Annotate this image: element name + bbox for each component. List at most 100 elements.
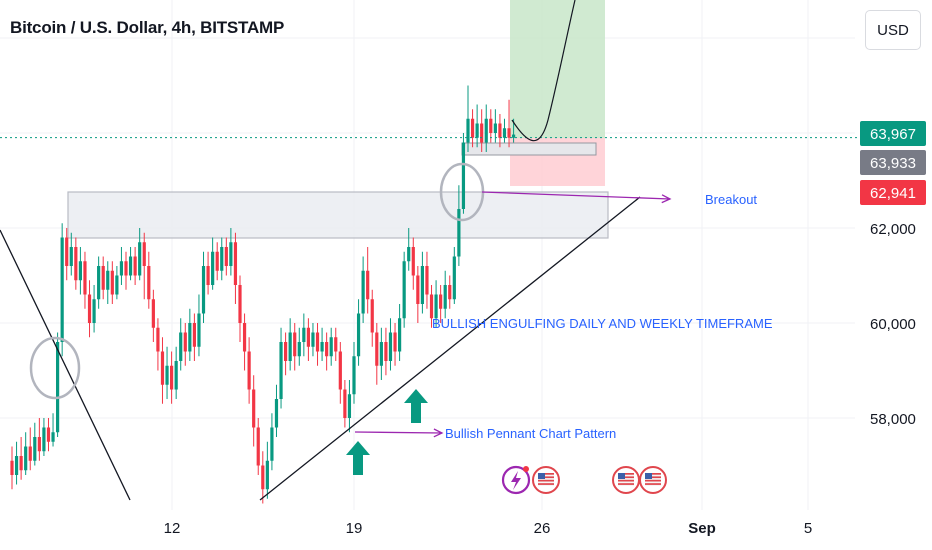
candle-body	[393, 332, 397, 352]
candle-body	[115, 275, 119, 295]
price-label-text: 63,967	[870, 126, 916, 143]
us-flag-icon-stripe	[645, 483, 661, 485]
us-flag-icon-stripe	[538, 479, 554, 482]
candle-body	[101, 266, 105, 290]
candle-body	[407, 247, 411, 262]
us-flag-icon-stripe	[618, 479, 634, 482]
candle-body	[512, 134, 516, 138]
breakout-arrow	[481, 191, 671, 200]
us-flag-icon-stripe	[538, 476, 554, 479]
currency-button[interactable]: USD	[865, 10, 921, 50]
descending-trendline	[0, 229, 131, 501]
candle-body	[19, 456, 23, 471]
candle-body	[434, 294, 438, 319]
candle-body	[425, 266, 429, 295]
highlight-circle	[29, 336, 81, 400]
candle-body	[215, 251, 219, 271]
candle-body	[128, 256, 133, 276]
us-flag-icon-canton	[538, 473, 545, 479]
candle-body	[370, 299, 374, 333]
candle-body	[174, 361, 178, 390]
candle-body	[14, 456, 19, 475]
candle-body	[106, 270, 110, 290]
chart-drawings: Breakout BULLISH ENGULFING DAILY AND WEEK…	[0, 0, 860, 501]
price-tick-label: 58,000	[870, 411, 916, 428]
candle-body	[325, 342, 329, 357]
candle-body	[151, 299, 155, 328]
candle-body	[274, 399, 279, 428]
time-tick-label: 5	[804, 520, 812, 537]
us-flag-icon-stripe	[618, 473, 634, 475]
time-tick-label: 26	[534, 520, 551, 537]
candle-body	[133, 256, 137, 276]
candle-body	[261, 465, 265, 490]
candle-body	[24, 446, 28, 471]
candle-body	[252, 389, 256, 428]
candle-body	[206, 266, 210, 285]
candle-body	[197, 313, 201, 347]
candle-body	[160, 351, 165, 385]
candlestick-series	[10, 85, 516, 504]
us-flag-icon-stripe	[538, 483, 554, 485]
us-flag-icon-canton	[618, 473, 625, 479]
candle-body	[461, 142, 466, 209]
candle-body	[10, 460, 14, 475]
lightning-icon-bolt	[511, 471, 521, 490]
resistance-box	[67, 191, 609, 239]
candle-body	[69, 247, 73, 266]
us-flag-icon-stripe	[645, 476, 661, 479]
candle-body	[51, 432, 55, 442]
grid-lines	[0, 0, 855, 510]
candle-body	[302, 327, 306, 342]
up-arrow-icon	[404, 389, 428, 423]
candle-body	[315, 332, 320, 352]
candle-body	[484, 118, 488, 143]
candle-body	[65, 237, 69, 266]
candle-body	[142, 242, 146, 266]
candle-body	[361, 270, 365, 314]
candle-body	[165, 365, 169, 385]
candle-body	[119, 261, 124, 276]
candle-body	[87, 294, 92, 323]
price-label-box	[860, 150, 926, 175]
candle-body	[470, 118, 475, 138]
candle-body	[338, 351, 342, 390]
candle-body	[439, 294, 443, 309]
candle-body	[443, 285, 447, 309]
candle-body	[320, 342, 324, 352]
candle-body	[297, 342, 301, 357]
candle-body	[28, 446, 32, 461]
candle-body	[229, 242, 233, 266]
candle-body	[179, 332, 183, 361]
candle-body	[398, 318, 402, 352]
candle-body	[352, 356, 356, 395]
candle-body	[156, 327, 160, 352]
candle-body	[265, 460, 269, 490]
candle-body	[110, 270, 114, 295]
candle-body	[334, 337, 338, 352]
ascending-trendline	[259, 196, 641, 501]
candle-body	[170, 365, 174, 390]
candle-body	[220, 247, 224, 271]
candle-body	[83, 261, 87, 295]
candle-body	[379, 342, 383, 366]
breakout-arrow-head	[661, 194, 672, 204]
candle-body	[92, 299, 96, 323]
price-axis: 62,000 60,000 58,000 63,967 63,933 62,941	[860, 121, 926, 428]
candle-body	[388, 332, 393, 361]
candle-body	[429, 294, 434, 319]
candle-body	[42, 427, 46, 452]
candle-body	[452, 256, 456, 300]
us-flag-icon-canton	[645, 473, 652, 479]
candle-body	[498, 123, 502, 138]
candle-body	[457, 209, 461, 257]
candle-body	[124, 261, 128, 276]
trade-zones	[67, 0, 609, 239]
candle-body	[33, 437, 37, 461]
candle-body	[507, 128, 511, 138]
candle-body	[188, 323, 192, 352]
time-tick-label: Sep	[688, 520, 716, 537]
price-label-box	[860, 180, 926, 205]
candle-body	[402, 261, 406, 319]
